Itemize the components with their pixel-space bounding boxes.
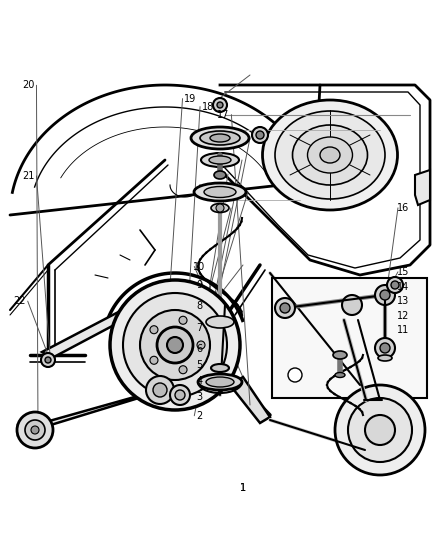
Circle shape [123,293,227,397]
Circle shape [391,281,399,289]
Ellipse shape [191,127,249,149]
Circle shape [280,303,290,313]
Circle shape [335,385,425,475]
Circle shape [157,327,193,363]
Ellipse shape [214,171,226,179]
Circle shape [288,368,302,382]
Text: 15: 15 [397,267,409,277]
Circle shape [150,356,158,364]
Text: 17: 17 [217,110,230,119]
Text: 14: 14 [397,282,409,292]
Text: 7: 7 [196,323,202,333]
Ellipse shape [206,316,234,328]
Text: 1: 1 [240,483,246,492]
Circle shape [110,280,240,410]
Text: 10: 10 [193,262,205,271]
Circle shape [170,385,190,405]
Ellipse shape [335,373,345,377]
Circle shape [365,415,395,445]
Circle shape [25,420,45,440]
Circle shape [17,412,53,448]
Circle shape [375,338,395,358]
Text: 20: 20 [22,80,35,90]
Circle shape [167,337,183,353]
Circle shape [380,290,390,300]
Text: 4: 4 [196,376,202,386]
Circle shape [150,326,158,334]
Polygon shape [230,377,270,423]
Circle shape [146,376,174,404]
Ellipse shape [320,147,340,163]
Circle shape [140,310,210,380]
Text: 16: 16 [397,203,409,213]
Text: 12: 12 [397,311,409,320]
Circle shape [179,366,187,374]
Text: 6: 6 [196,344,202,354]
Text: 22: 22 [14,296,26,306]
Ellipse shape [204,187,236,198]
Text: 5: 5 [196,360,202,370]
Text: 11: 11 [397,326,409,335]
Text: 19: 19 [184,94,197,103]
Text: 8: 8 [196,302,202,311]
Ellipse shape [206,377,234,387]
Ellipse shape [198,374,242,390]
Polygon shape [415,170,430,205]
Circle shape [256,131,264,139]
Ellipse shape [378,355,392,361]
Circle shape [217,102,223,108]
Circle shape [175,390,185,400]
Circle shape [41,353,55,367]
Ellipse shape [210,134,230,142]
Bar [272,278,427,398]
Ellipse shape [194,183,246,201]
Ellipse shape [307,137,353,173]
Ellipse shape [201,153,239,167]
Circle shape [387,277,403,293]
Circle shape [153,383,167,397]
Polygon shape [18,387,175,435]
Text: 18: 18 [202,102,214,111]
Circle shape [348,398,412,462]
Circle shape [252,127,268,143]
Circle shape [179,316,187,324]
Circle shape [213,98,227,112]
Circle shape [45,357,51,363]
Text: 9: 9 [196,280,202,290]
Polygon shape [42,285,180,358]
Ellipse shape [275,111,385,199]
Ellipse shape [293,125,367,185]
Ellipse shape [211,204,229,213]
Text: 13: 13 [397,296,409,306]
Circle shape [31,426,39,434]
Text: 2: 2 [196,411,202,421]
Ellipse shape [262,100,398,210]
Circle shape [275,298,295,318]
Circle shape [216,204,224,212]
Ellipse shape [200,131,240,145]
Circle shape [342,295,362,315]
Circle shape [375,285,395,305]
Ellipse shape [209,156,231,164]
Circle shape [380,343,390,353]
Text: 3: 3 [196,392,202,402]
Circle shape [197,341,205,349]
Ellipse shape [333,351,347,359]
Text: 21: 21 [22,171,35,181]
Text: 1: 1 [240,483,246,492]
Ellipse shape [211,364,229,372]
